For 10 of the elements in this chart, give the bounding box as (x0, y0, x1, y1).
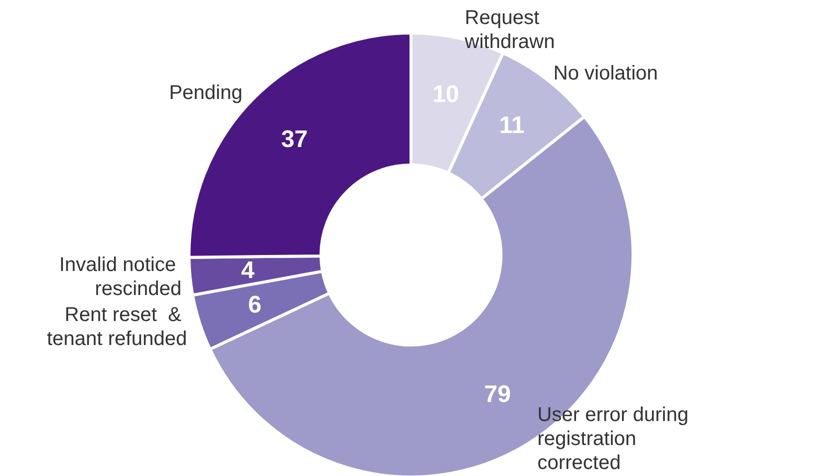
data-label: 4 (241, 257, 256, 284)
data-label: 11 (499, 112, 525, 140)
data-label: 6 (248, 292, 262, 319)
data-label: 37 (281, 126, 308, 154)
slice-label: No violation (553, 62, 658, 84)
slice-label: Request withdrawn (464, 7, 555, 54)
data-label: 79 (484, 380, 511, 408)
slice-label: Pending (169, 82, 242, 104)
slice-label: Rent reset & tenant refunded (46, 304, 187, 350)
slice-label: Invalid notice rescinded (59, 254, 182, 300)
